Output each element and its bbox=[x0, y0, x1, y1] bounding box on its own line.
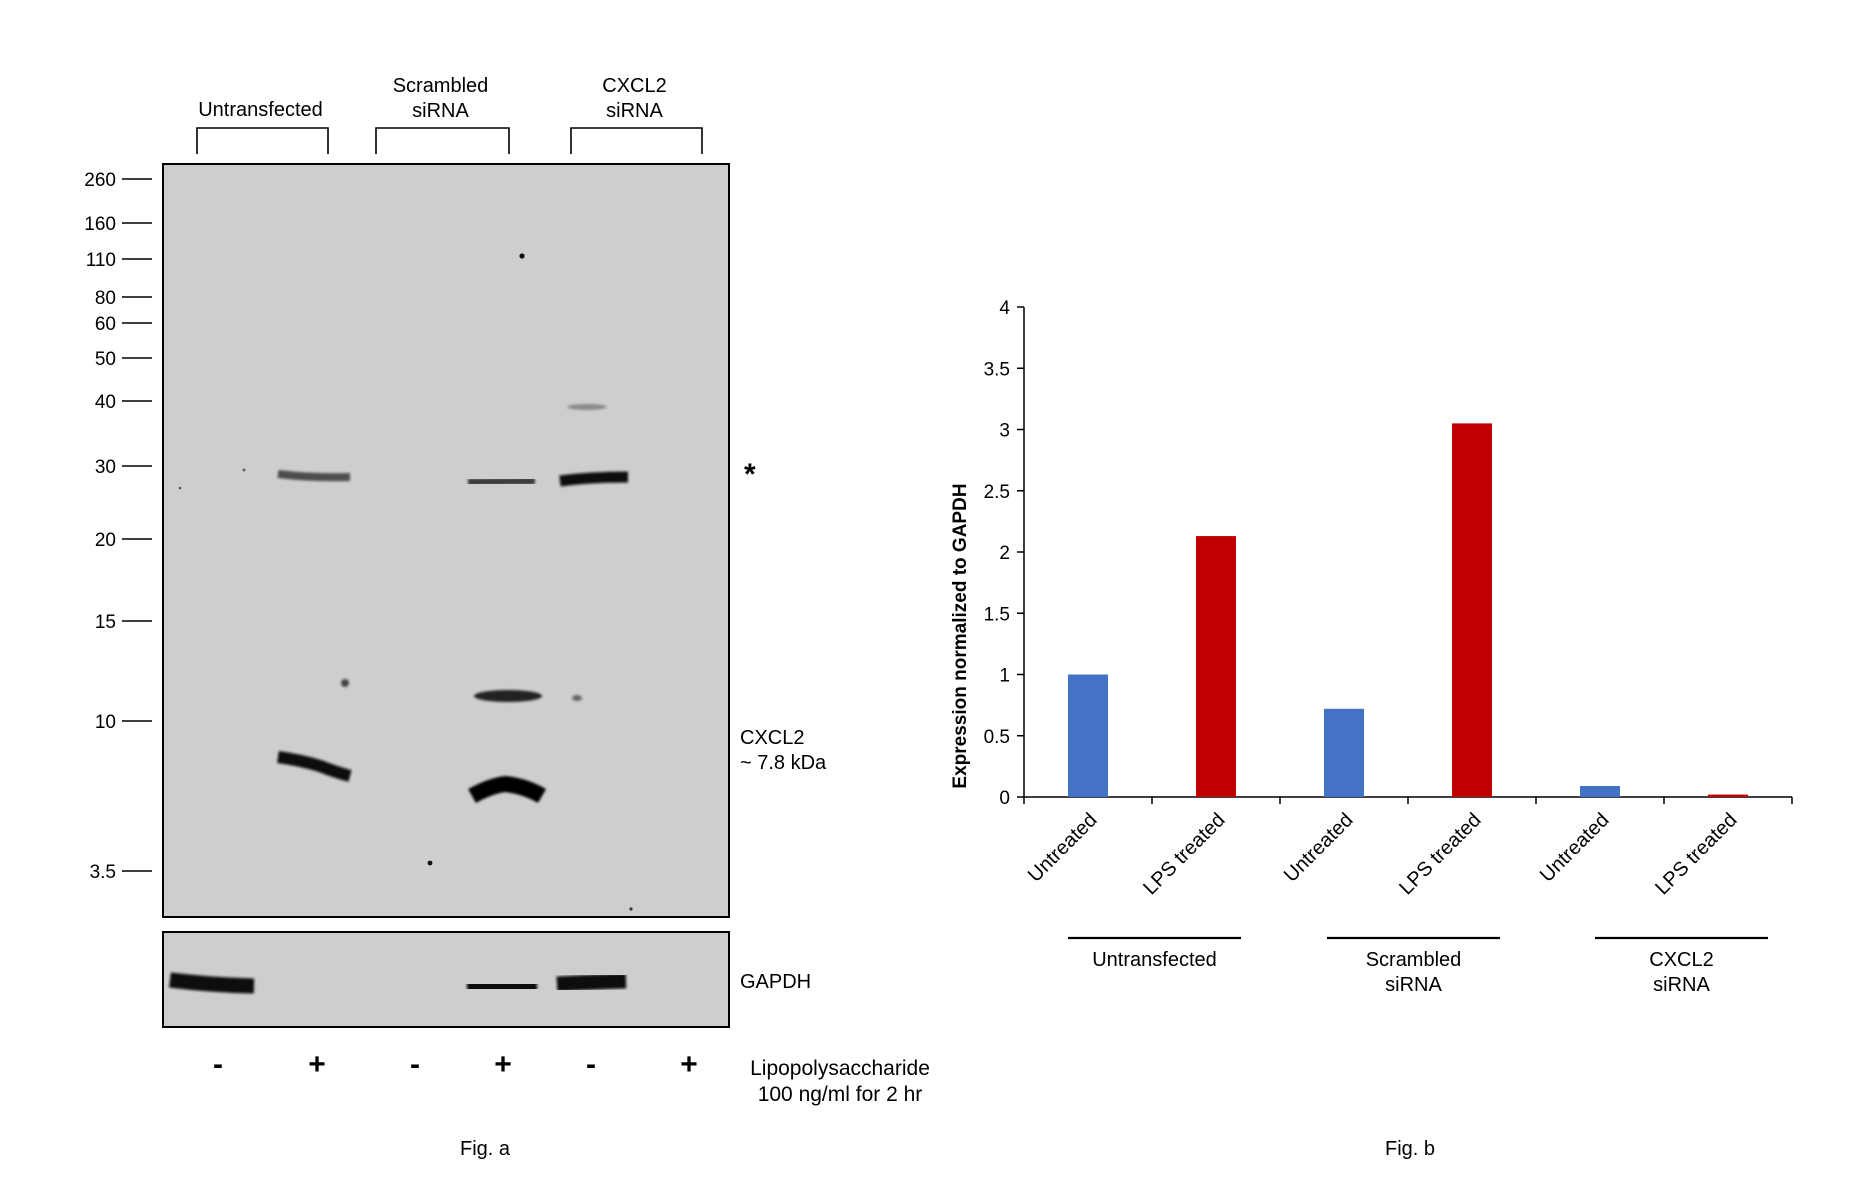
y-tick-label: 4 bbox=[999, 298, 1010, 319]
marker-label: 110 bbox=[86, 250, 116, 271]
band-12kda-lane4 bbox=[474, 690, 542, 702]
bar bbox=[1452, 423, 1492, 797]
group-label: CXCL2 bbox=[602, 75, 666, 97]
band-cxcl2-lane2 bbox=[277, 751, 352, 782]
band-label-line1: CXCL2 bbox=[740, 727, 804, 749]
marker-label: 15 bbox=[95, 612, 116, 633]
marker-label: 160 bbox=[84, 214, 116, 235]
group-label: Untransfected bbox=[1092, 949, 1217, 971]
blot-bands bbox=[169, 253, 722, 995]
group-label: siRNA bbox=[606, 100, 663, 122]
group-label: siRNA bbox=[1385, 974, 1442, 996]
y-tick-label: 1 bbox=[999, 666, 1010, 687]
marker-label: 80 bbox=[95, 288, 116, 309]
treatment-label-line1: Lipopolysaccharide bbox=[750, 1057, 930, 1080]
molecular-weight-ladder: 260 160 110 80 60 50 40 30 20 15 10 3.5 bbox=[84, 170, 152, 883]
bar bbox=[1196, 536, 1236, 797]
marker-label: 60 bbox=[95, 314, 116, 335]
marker-label: 260 bbox=[84, 170, 116, 191]
band-gapdh-lane5 bbox=[556, 973, 627, 992]
marker-label: 10 bbox=[95, 712, 116, 733]
y-tick-label: 2.5 bbox=[984, 482, 1010, 503]
y-tick-label: 0.5 bbox=[984, 727, 1010, 748]
treatment-sign: - bbox=[410, 1048, 420, 1081]
treatment-sign: + bbox=[680, 1048, 698, 1081]
y-tick-label: 3.5 bbox=[984, 359, 1010, 380]
band-cxcl2-lane4 bbox=[468, 775, 547, 804]
x-tick-label: Untreated bbox=[1536, 809, 1614, 887]
fig-b-caption: Fig. b bbox=[1385, 1138, 1435, 1160]
x-tick-label: LPS treated bbox=[1139, 809, 1229, 899]
bar bbox=[1580, 785, 1620, 797]
fig-a-caption: Fig. a bbox=[460, 1138, 511, 1160]
nonspecific-asterisk: * bbox=[744, 458, 756, 491]
band-30kda-lane4 bbox=[467, 477, 536, 486]
x-tick-label: Untreated bbox=[1024, 809, 1102, 887]
band-40kda-faint bbox=[567, 404, 607, 410]
loading-control-label: GAPDH bbox=[740, 971, 811, 993]
speck bbox=[178, 486, 182, 490]
group-bracket bbox=[570, 127, 703, 154]
group-bracket bbox=[375, 127, 510, 154]
group-label: Untransfected bbox=[198, 99, 323, 121]
group-label: siRNA bbox=[1653, 974, 1710, 996]
band-label-line2: ~ 7.8 kDa bbox=[740, 752, 827, 774]
marker-label: 3.5 bbox=[90, 862, 116, 883]
blot-membrane bbox=[162, 163, 730, 918]
x-tick-label: Untreated bbox=[1280, 809, 1358, 887]
treatment-label-line2: 100 ng/ml for 2 hr bbox=[758, 1083, 923, 1106]
blot-group-headers: Untransfected Scrambled siRNA CXCL2 siRNA bbox=[196, 75, 703, 154]
chart-y-ticks: 0 0.5 1 1.5 2 2.5 3 3.5 4 bbox=[984, 298, 1024, 809]
chart-bars bbox=[1068, 423, 1748, 797]
western-blot-figure: Untransfected Scrambled siRNA CXCL2 siRNA 26… bbox=[84, 75, 930, 1160]
group-bracket bbox=[196, 127, 329, 154]
chart-axes bbox=[1023, 307, 1793, 804]
bar bbox=[1068, 674, 1108, 797]
bar bbox=[1324, 708, 1364, 797]
x-tick-label: LPS treated bbox=[1395, 809, 1485, 899]
marker-label: 50 bbox=[95, 349, 116, 370]
marker-label: 20 bbox=[95, 530, 116, 551]
chart-x-labels: Untreated LPS treated Untreated LPS treated… bbox=[1024, 809, 1742, 899]
treatment-sign: + bbox=[494, 1048, 512, 1081]
band-30kda-lane5 bbox=[559, 471, 629, 487]
treatment-sign: + bbox=[308, 1048, 326, 1081]
band-gapdh-lane4 bbox=[466, 978, 538, 995]
band-gapdh-lane1 bbox=[169, 972, 255, 994]
y-tick-label: 2 bbox=[999, 543, 1010, 564]
y-axis-label: Expression normalized to GAPDH bbox=[950, 483, 971, 788]
band-12kda-dot bbox=[341, 679, 349, 687]
group-label: Scrambled bbox=[393, 75, 489, 97]
group-label: Scrambled bbox=[1366, 949, 1462, 971]
treatment-sign: - bbox=[213, 1048, 223, 1081]
band-12kda-dot2 bbox=[572, 695, 582, 701]
treatment-sign: - bbox=[586, 1048, 596, 1081]
chart-group-labels: Untransfected Scrambled siRNA CXCL2 siRNA bbox=[1068, 936, 1768, 996]
speck bbox=[629, 907, 633, 911]
bar bbox=[1708, 794, 1748, 797]
y-tick-label: 3 bbox=[999, 421, 1010, 442]
speck bbox=[427, 860, 433, 866]
marker-label: 40 bbox=[95, 392, 116, 413]
bar-chart-figure: 00.511.522.533.54 Untreated LPS treated Un… bbox=[950, 298, 1793, 1160]
x-tick-label: LPS treated bbox=[1651, 809, 1741, 899]
y-tick-label: 1.5 bbox=[984, 604, 1010, 625]
treatment-signs: - + - + - + bbox=[213, 1048, 698, 1081]
y-tick-label: 0 bbox=[999, 788, 1010, 809]
group-label: siRNA bbox=[412, 100, 469, 122]
gapdh-strip bbox=[162, 931, 730, 1028]
speck bbox=[242, 468, 246, 472]
group-label: CXCL2 bbox=[1649, 949, 1713, 971]
band-30kda-lane2 bbox=[277, 470, 351, 482]
speck bbox=[519, 253, 525, 259]
marker-label: 30 bbox=[95, 457, 116, 478]
